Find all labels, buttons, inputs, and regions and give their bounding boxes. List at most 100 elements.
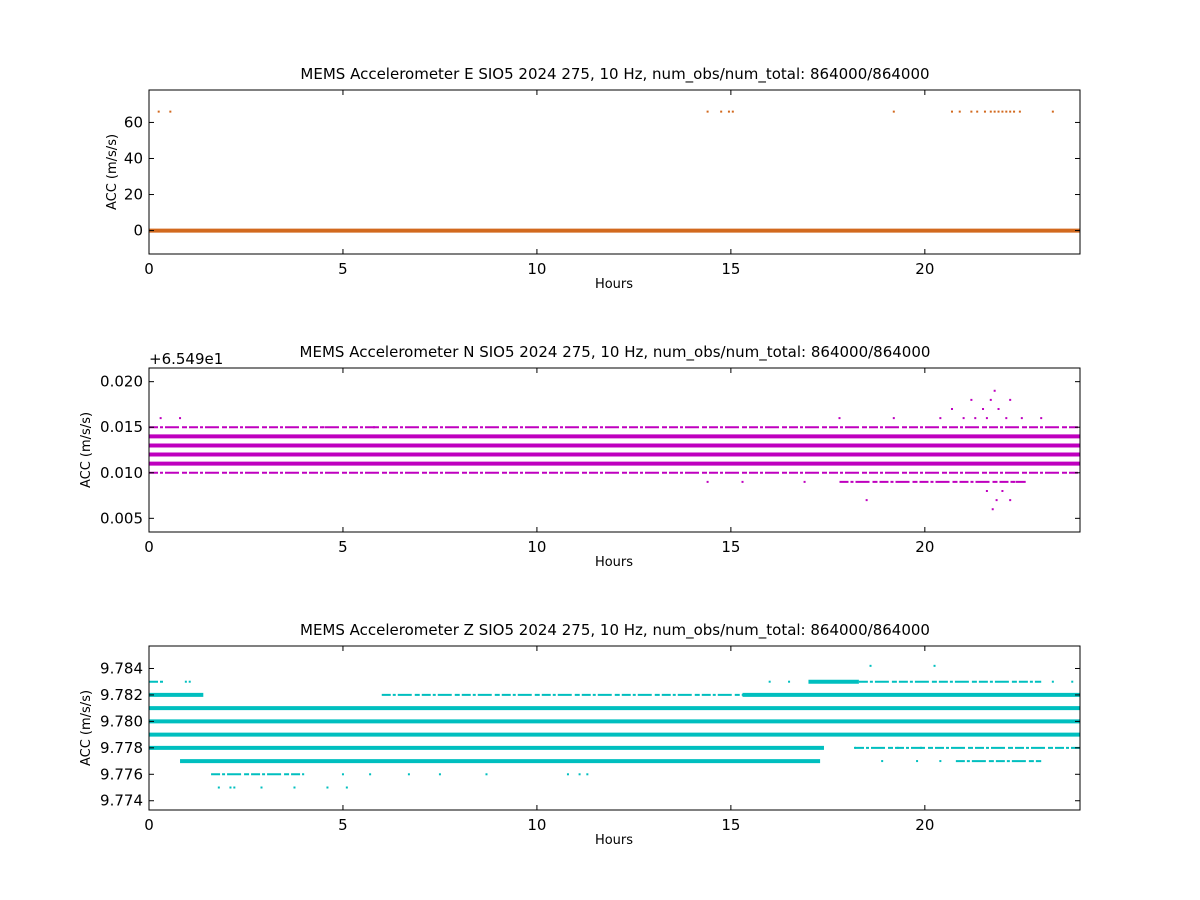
panel-z-plot-area: 0 5 10 15 20 9.774 9.776 9.778 9.780 9.782 9.784 xyxy=(100,646,1080,834)
panel-n-offset-label: +6.549e1 xyxy=(149,350,223,368)
panel-e-data-point xyxy=(1013,110,1016,113)
panel-e-data-point xyxy=(997,110,1000,113)
panel-z-x-tick-label: 20 xyxy=(915,816,934,834)
panel-e-data-point xyxy=(958,110,961,113)
panel-z-y-tick-label: 9.784 xyxy=(100,659,143,677)
panel-z-data-point xyxy=(188,680,191,683)
panel-z-data-point xyxy=(896,746,899,749)
panel-z-data-point xyxy=(586,773,589,776)
panel-e-y-tick-label: 20 xyxy=(124,186,143,204)
panel-z-data-point xyxy=(854,746,857,749)
panel-n-data-point xyxy=(838,417,841,420)
panel-n-y-tick-label: 0.010 xyxy=(100,464,143,482)
panel-n-data-point xyxy=(950,408,953,410)
panel-e-data-point xyxy=(989,110,992,113)
panel-z-y-tick-label: 9.776 xyxy=(100,765,143,783)
panel-z-y-tick-label: 9.782 xyxy=(100,686,143,704)
panel-n-data-point xyxy=(1040,417,1043,420)
panel-n-data-point xyxy=(995,499,998,502)
panel-e-title: MEMS Accelerometer E SIO5 2024 275, 10 H… xyxy=(300,65,929,84)
panel-z-data-point xyxy=(566,773,569,776)
panel-n-x-tick-label: 10 xyxy=(527,538,546,556)
panel-e-y-tick-label: 60 xyxy=(124,113,143,131)
panel-e-data-point xyxy=(892,110,895,113)
panel-z-y-tick-label: 9.774 xyxy=(100,792,143,810)
panel-z-data-point xyxy=(293,786,296,789)
panel-z-x-tick-label: 10 xyxy=(527,816,546,834)
panel-z-data-point xyxy=(485,773,488,776)
panel-n-data-point xyxy=(1020,417,1023,420)
panel-n-axes-frame xyxy=(148,367,1081,533)
panel-e-x-tick-label: 15 xyxy=(721,260,740,278)
panel-e-data-point xyxy=(720,110,723,113)
panel-n-data-point xyxy=(1001,490,1004,492)
panel-n-data-point xyxy=(1009,398,1012,401)
panel-z-ylabel: ACC (m/s/s) xyxy=(79,690,94,766)
panel-z-y-tick-label: 9.780 xyxy=(100,712,143,730)
panel-e-data-point xyxy=(157,110,160,113)
panel-e-data-point xyxy=(993,110,996,113)
panel-e-axes-frame xyxy=(148,89,1081,255)
panel-n-data-point xyxy=(997,408,1000,410)
panel-z-data-point xyxy=(1051,680,1054,683)
panel-z-data-point xyxy=(407,773,410,776)
panel-z-data-point xyxy=(578,773,581,776)
panel-e-y-tick-label: 40 xyxy=(124,149,143,167)
panel-n-data-point xyxy=(985,490,988,492)
panel-n-y-tick-label: 0.020 xyxy=(100,373,143,391)
panel-z-xlabel: Hours xyxy=(595,833,633,848)
panel-n-plot-area: 0 5 10 15 20 0.005 0.010 0.015 0.020 xyxy=(100,368,1080,556)
panel-n-data-point xyxy=(741,480,744,483)
panel-z-data-point xyxy=(326,786,329,789)
panel-z-data-point xyxy=(1071,680,1074,683)
panel-z-x-tick-label: 0 xyxy=(144,816,154,834)
panel-e-data-point xyxy=(706,110,709,113)
panel-n-data-point xyxy=(706,480,709,483)
panel-n-data-point xyxy=(989,398,992,401)
panel-e-data-point xyxy=(169,110,172,113)
panel-n-data-point xyxy=(985,417,988,420)
panel-e-x-tick-label: 0 xyxy=(144,260,154,278)
panel-z-axes-frame xyxy=(148,645,1081,811)
panel-n: MEMS Accelerometer N SIO5 2024 275, 10 H… xyxy=(79,343,1081,570)
panel-e-x-tick-label: 5 xyxy=(338,260,348,278)
panel-n-data-point xyxy=(892,417,895,420)
panel-n-data-point xyxy=(939,417,942,420)
panel-n-data-point xyxy=(970,398,973,401)
panel-z-data-point xyxy=(229,786,232,789)
panel-z-data-point xyxy=(438,773,441,776)
panel-e-data-point xyxy=(1009,110,1012,113)
panel-n-data-point xyxy=(372,426,375,429)
panel-z-data-point xyxy=(369,773,372,776)
panel-e-data-point xyxy=(970,110,973,113)
panel-z-y-tick-label: 9.778 xyxy=(100,739,143,757)
panel-z-x-tick-label: 15 xyxy=(721,816,740,834)
panel-n-data-point xyxy=(962,417,965,420)
panel-n-title: MEMS Accelerometer N SIO5 2024 275, 10 H… xyxy=(300,343,931,362)
panel-n-x-tick-label: 0 xyxy=(144,538,154,556)
panel-e-data-point xyxy=(1018,110,1021,113)
panel-n-data-point xyxy=(1005,417,1008,420)
panel-z-data-point xyxy=(341,773,344,776)
panel-z-data-point xyxy=(933,664,936,667)
panel-n-x-tick-label: 5 xyxy=(338,538,348,556)
panel-z-data-point xyxy=(217,786,220,789)
panel-z-data-point xyxy=(939,760,942,763)
panel-n-ylabel: ACC (m/s/s) xyxy=(79,412,94,488)
panel-z-data-point xyxy=(184,680,187,683)
panel-z-data-point xyxy=(919,746,922,749)
panel-n-data-point xyxy=(974,417,977,420)
panel-z-title: MEMS Accelerometer Z SIO5 2024 275, 10 H… xyxy=(300,621,930,640)
panel-e-y-tick-label: 0 xyxy=(133,222,143,240)
panel-z: MEMS Accelerometer Z SIO5 2024 275, 10 H… xyxy=(79,621,1081,848)
panel-e-x-tick-label: 10 xyxy=(527,260,546,278)
panel-z-data-point xyxy=(881,760,884,763)
panel-n-data-point xyxy=(1013,480,1016,483)
panel-e-data-point xyxy=(976,110,979,113)
panel-e-data-point xyxy=(731,110,734,113)
panel-e-data-point xyxy=(1005,110,1008,113)
panel-n-x-tick-label: 15 xyxy=(721,538,740,556)
panel-n-y-tick-label: 0.015 xyxy=(100,418,143,436)
